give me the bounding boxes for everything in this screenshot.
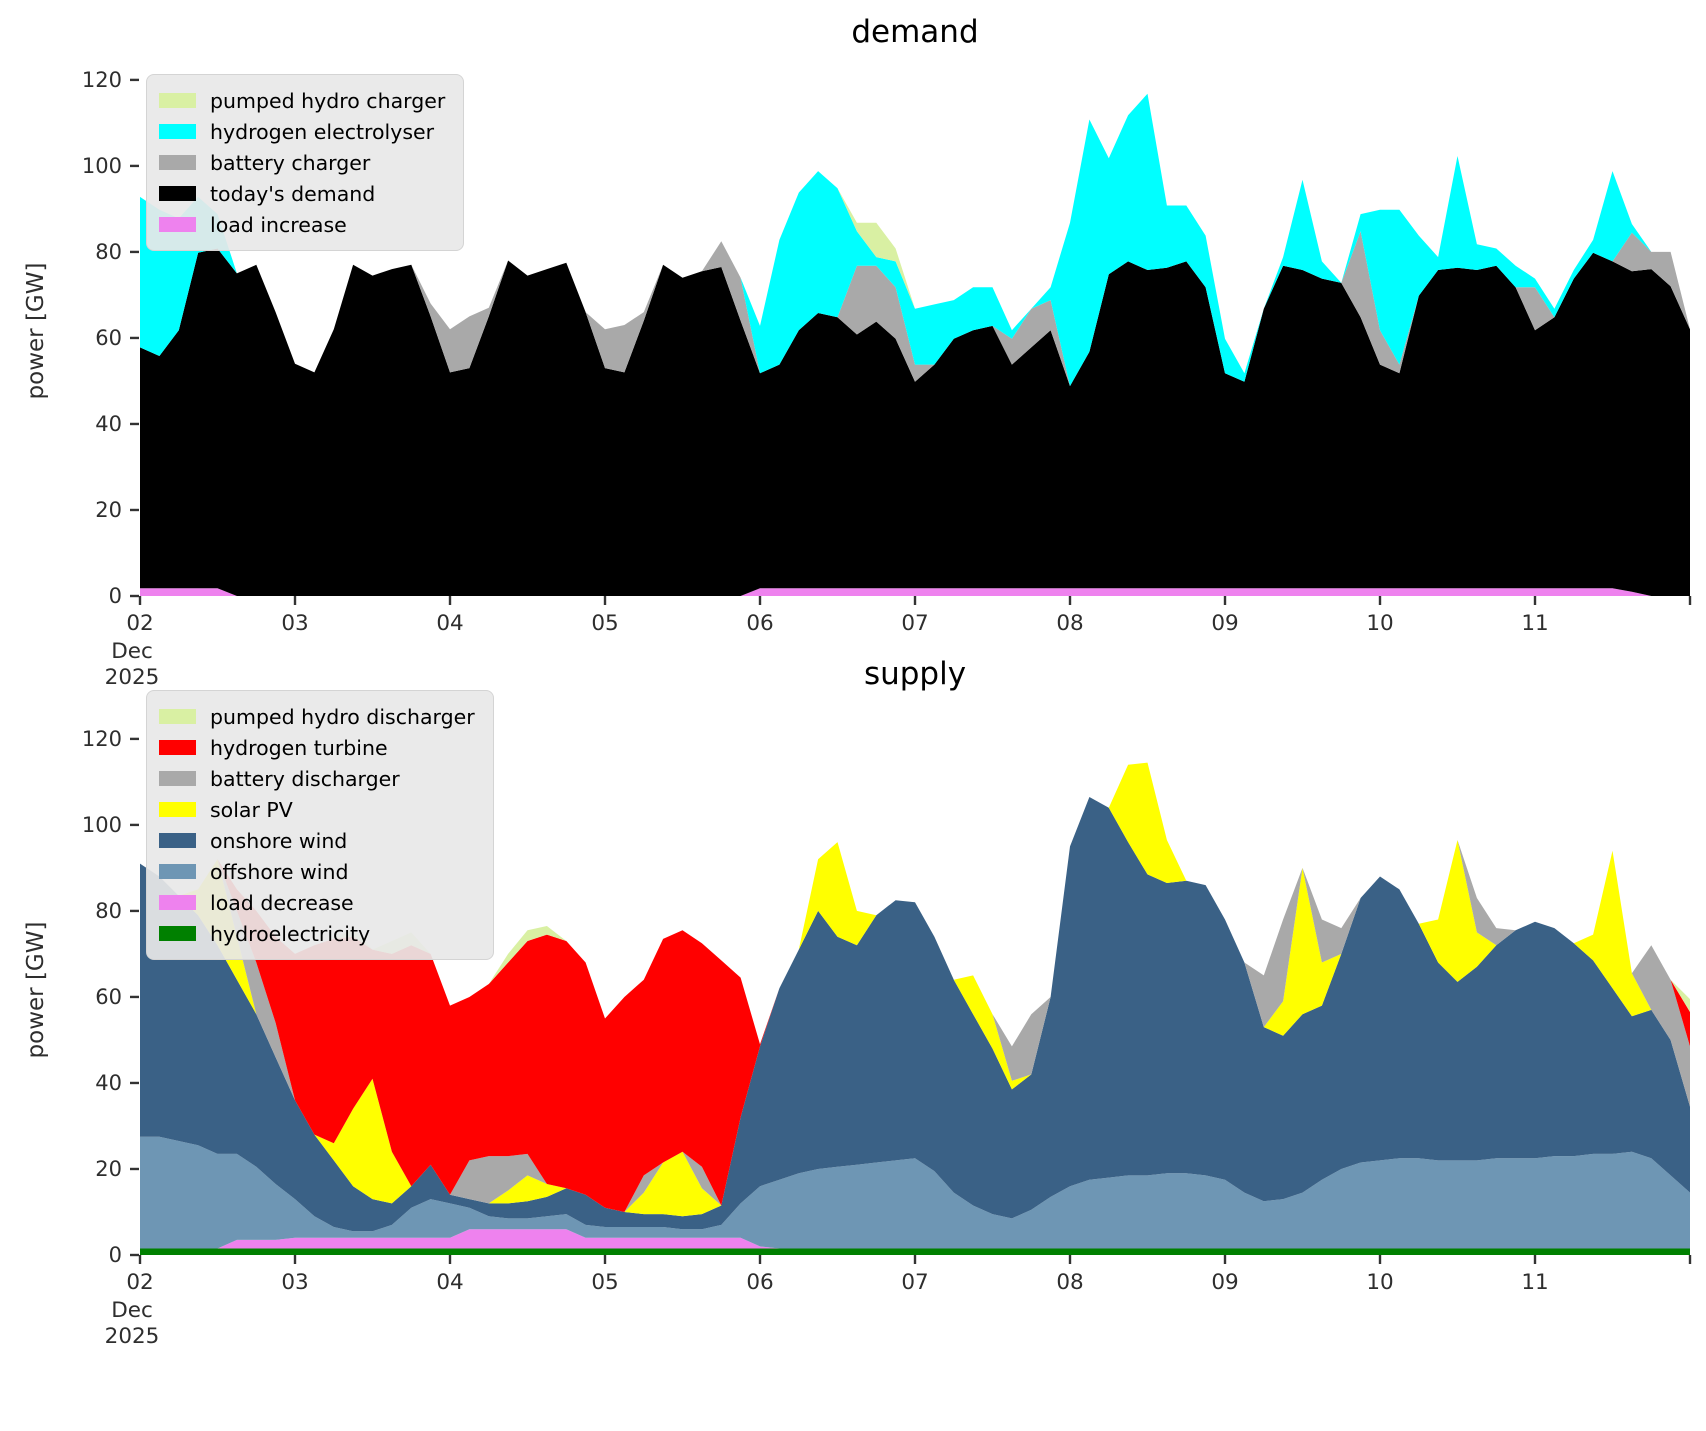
x-tick-label: 06 bbox=[746, 1270, 773, 1295]
x-tick-label: 05 bbox=[591, 611, 618, 636]
x-tick-label: 02 bbox=[126, 611, 153, 636]
x-tick-label: 10 bbox=[1366, 611, 1393, 636]
demand-legend: pumped hydro charger hydrogen electrolyse… bbox=[146, 74, 465, 251]
legend-swatch-load_increase bbox=[159, 217, 196, 232]
legend-item-battery_discharger: battery discharger bbox=[159, 763, 475, 794]
legend-item-todays_demand: today's demand bbox=[159, 178, 445, 209]
supply-chart-title: supply bbox=[863, 656, 967, 692]
x-tick-label: 11 bbox=[1521, 611, 1548, 636]
legend-swatch-pumped_hydro_charger bbox=[159, 93, 196, 108]
legend-item-onshore_wind: onshore wind bbox=[159, 825, 475, 856]
supply-legend: pumped hydro discharger hydrogen turbine b… bbox=[146, 690, 494, 960]
legend-swatch-solar_pv bbox=[159, 802, 196, 817]
x-tick-label: 09 bbox=[1211, 611, 1238, 636]
legend-swatch-battery_discharger bbox=[159, 771, 196, 786]
legend-swatch-pumped_hydro_discharger bbox=[159, 709, 196, 724]
legend-label-offshore_wind: offshore wind bbox=[210, 859, 349, 884]
y-tick-label: 120 bbox=[82, 68, 122, 92]
legend-swatch-load_decrease bbox=[159, 895, 196, 910]
legend-item-load_increase: load increase bbox=[159, 209, 445, 240]
legend-swatch-hydroelectricity bbox=[159, 926, 196, 941]
demand-y-axis-label: power [GW] bbox=[23, 262, 49, 400]
y-tick-label: 100 bbox=[82, 813, 122, 837]
legend-item-battery_charger: battery charger bbox=[159, 147, 445, 178]
x-tick-label: 07 bbox=[901, 611, 928, 636]
x-tick-label: 03 bbox=[281, 1270, 308, 1295]
legend-label-hydroelectricity: hydroelectricity bbox=[210, 921, 371, 946]
y-tick-label: 120 bbox=[82, 727, 122, 751]
supply-y-axis-label: power [GW] bbox=[23, 921, 49, 1059]
legend-item-hydroelectricity: hydroelectricity bbox=[159, 918, 475, 949]
y-tick-label: 60 bbox=[95, 326, 122, 350]
series-area-hydrogen_electrolyser bbox=[140, 93, 1690, 387]
legend-item-offshore_wind: offshore wind bbox=[159, 856, 475, 887]
series-area-hydroelectricity bbox=[140, 1248, 1690, 1255]
legend-label-hydrogen_electrolyser: hydrogen electrolyser bbox=[210, 119, 435, 144]
y-tick-label: 40 bbox=[95, 1071, 122, 1095]
series-area-load_decrease bbox=[140, 1229, 1690, 1249]
legend-item-solar_pv: solar PV bbox=[159, 794, 475, 825]
legend-label-battery_charger: battery charger bbox=[210, 150, 371, 175]
series-area-todays_demand bbox=[140, 248, 1690, 596]
x-axis-year-label: 2025 bbox=[105, 1324, 160, 1349]
legend-item-hydrogen_turbine: hydrogen turbine bbox=[159, 732, 475, 763]
x-tick-label: 10 bbox=[1366, 1270, 1393, 1295]
legend-swatch-hydrogen_turbine bbox=[159, 740, 196, 755]
x-tick-label: 05 bbox=[591, 1270, 618, 1295]
y-tick-label: 0 bbox=[109, 584, 122, 608]
x-axis-month-label: Dec bbox=[111, 1298, 153, 1323]
legend-label-load_decrease: load decrease bbox=[210, 890, 354, 915]
legend-swatch-onshore_wind bbox=[159, 833, 196, 848]
x-tick-label: 08 bbox=[1056, 1270, 1083, 1295]
x-tick-label: 08 bbox=[1056, 611, 1083, 636]
legend-swatch-todays_demand bbox=[159, 186, 196, 201]
legend-swatch-offshore_wind bbox=[159, 864, 196, 879]
y-tick-label: 0 bbox=[109, 1243, 122, 1267]
legend-label-hydrogen_turbine: hydrogen turbine bbox=[210, 735, 388, 760]
y-tick-label: 40 bbox=[95, 412, 122, 436]
x-tick-label: 09 bbox=[1211, 1270, 1238, 1295]
x-tick-label: 04 bbox=[436, 611, 463, 636]
y-tick-label: 80 bbox=[95, 899, 122, 923]
y-tick-label: 80 bbox=[95, 240, 122, 264]
series-area-hydrogen_turbine bbox=[140, 762, 1690, 1212]
legend-label-todays_demand: today's demand bbox=[210, 181, 376, 206]
y-tick-label: 60 bbox=[95, 985, 122, 1009]
legend-item-pumped_hydro_charger: pumped hydro charger bbox=[159, 85, 445, 116]
series-area-solar_pv bbox=[140, 762, 1690, 1217]
x-axis-month-label: Dec bbox=[111, 639, 153, 664]
legend-swatch-battery_charger bbox=[159, 155, 196, 170]
legend-item-load_decrease: load decrease bbox=[159, 887, 475, 918]
series-area-onshore_wind bbox=[140, 797, 1690, 1232]
x-tick-label: 02 bbox=[126, 1270, 153, 1295]
x-tick-label: 04 bbox=[436, 1270, 463, 1295]
legend-label-onshore_wind: onshore wind bbox=[210, 828, 348, 853]
legend-swatch-hydrogen_electrolyser bbox=[159, 124, 196, 139]
legend-label-battery_discharger: battery discharger bbox=[210, 766, 400, 791]
series-area-offshore_wind bbox=[140, 1136, 1690, 1249]
legend-label-pumped_hydro_charger: pumped hydro charger bbox=[210, 88, 446, 113]
x-tick-label: 06 bbox=[746, 611, 773, 636]
x-tick-label: 11 bbox=[1521, 1270, 1548, 1295]
legend-item-pumped_hydro_discharger: pumped hydro discharger bbox=[159, 701, 475, 732]
x-axis-year-label: 2025 bbox=[105, 665, 160, 690]
legend-label-pumped_hydro_discharger: pumped hydro discharger bbox=[210, 704, 475, 729]
legend-label-solar_pv: solar PV bbox=[210, 797, 293, 822]
demand-chart-title: demand bbox=[851, 14, 979, 50]
y-tick-label: 20 bbox=[95, 1157, 122, 1181]
y-tick-label: 20 bbox=[95, 498, 122, 522]
x-tick-label: 07 bbox=[901, 1270, 928, 1295]
x-tick-label: 03 bbox=[281, 611, 308, 636]
series-area-load_increase bbox=[140, 588, 1690, 596]
legend-label-load_increase: load increase bbox=[210, 212, 347, 237]
y-tick-label: 100 bbox=[82, 154, 122, 178]
legend-item-hydrogen_electrolyser: hydrogen electrolyser bbox=[159, 116, 445, 147]
